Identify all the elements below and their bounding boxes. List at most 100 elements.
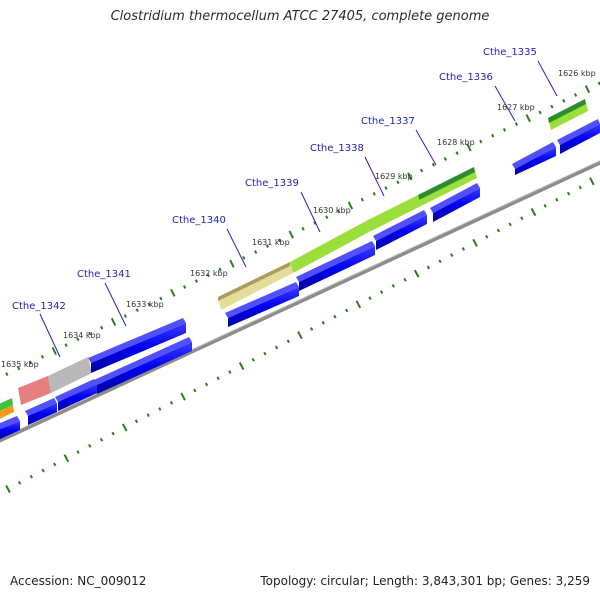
kbp-label: 1634 kbp — [63, 331, 101, 340]
cog-feature-cthe-1335-top[interactable] — [548, 99, 586, 123]
map-title: Clostridium thermocellum ATCC 27405, com… — [110, 9, 490, 24]
tick-mark — [584, 85, 591, 94]
tick-mark — [76, 450, 80, 454]
tick-mark — [491, 133, 495, 138]
cog-feature-edge-orange — [0, 405, 14, 419]
tick-mark — [391, 284, 395, 288]
cds-arrow-lower-7[interactable] — [94, 337, 192, 394]
tick-mark — [265, 244, 270, 249]
tick-mark — [420, 168, 424, 173]
cog-feature-cthe-1342-gray[interactable] — [48, 357, 92, 393]
kbp-label: 1632 kbp — [190, 269, 228, 278]
kbp-labels: 1626 kbp 1627 kbp 1628 kbp 1629 kbp 1630… — [1, 69, 596, 369]
cds-arrow-lower-1[interactable] — [512, 142, 556, 175]
tick-mark — [122, 423, 128, 432]
gene-label-cthe-1341[interactable]: Cthe_1341 — [77, 269, 131, 280]
genome-summary-text: Topology: circular; Length: 3,843,301 bp… — [260, 574, 590, 588]
tick-mark — [347, 201, 354, 210]
tick-mark — [194, 279, 198, 283]
tick-mark — [251, 357, 255, 362]
cog-feature-cthe-1339[interactable] — [290, 221, 369, 273]
tick-mark — [53, 462, 57, 467]
tick-mark — [206, 273, 210, 278]
tick-mark — [134, 419, 139, 424]
tick-mark — [88, 331, 92, 336]
tick-mark — [472, 238, 478, 247]
gene-labels: Cthe_1335 Cthe_1336 Cthe_1337 Cthe_1338 … — [12, 47, 558, 358]
tick-mark — [466, 143, 472, 152]
cog-feature-cthe-1340-edge — [218, 262, 290, 301]
tick-mark — [321, 320, 325, 325]
tick-mark — [333, 314, 337, 319]
tick-mark — [508, 222, 512, 227]
leader-line-cthe-1339 — [300, 191, 321, 233]
cds-arrow-lower-3[interactable] — [430, 183, 480, 222]
tick-mark — [99, 325, 104, 330]
tick-mark — [263, 351, 267, 356]
cog-feature-cthe-1338[interactable] — [366, 195, 421, 232]
gene-label-cthe-1336[interactable]: Cthe_1336 — [439, 72, 493, 83]
tick-mark — [543, 204, 547, 208]
tick-mark — [229, 259, 235, 268]
tick-mark — [274, 345, 279, 350]
gene-label-cthe-1335[interactable]: Cthe_1335 — [483, 47, 537, 58]
tick-mark — [40, 354, 45, 359]
tick-mark — [216, 376, 220, 381]
tick-mark — [455, 151, 459, 156]
tick-mark — [372, 191, 376, 196]
cog-feature-cthe-1340[interactable] — [218, 262, 293, 310]
gene-label-cthe-1342[interactable]: Cthe_1342 — [12, 301, 66, 312]
tick-mark — [228, 370, 232, 374]
tick-mark — [158, 407, 162, 411]
tick-mark — [301, 226, 305, 231]
cds-arrow-lower-6[interactable] — [225, 282, 299, 327]
kbp-label: 1628 kbp — [437, 138, 475, 147]
cog-feature-cthe-1342-pink[interactable] — [18, 376, 51, 405]
tick-mark — [450, 253, 454, 257]
tick-mark — [28, 360, 33, 365]
tick-mark — [360, 197, 364, 202]
tick-mark — [180, 392, 186, 401]
tick-mark — [403, 277, 407, 282]
leader-line-cthe-1342 — [39, 313, 61, 358]
cds-arrow-lower-5[interactable] — [296, 241, 375, 291]
tick-mark — [111, 431, 115, 436]
accession-text: Accession: NC_009012 — [10, 574, 147, 588]
gene-label-cthe-1339[interactable]: Cthe_1339 — [245, 178, 299, 189]
cds-arrow-lower-4[interactable] — [373, 210, 427, 250]
tick-mark — [525, 114, 531, 123]
tick-mark — [242, 255, 246, 260]
cds-arrow-cthe-1341[interactable] — [88, 318, 186, 373]
gene-label-cthe-1338[interactable]: Cthe_1338 — [310, 143, 364, 154]
tick-mark — [254, 250, 258, 254]
tick-mark — [238, 361, 245, 370]
tick-mark — [337, 209, 341, 214]
tick-mark — [380, 290, 384, 294]
tick-mark — [51, 346, 57, 355]
cds-arrow-lower-2[interactable] — [557, 119, 600, 154]
leader-line-cthe-1338 — [364, 156, 385, 197]
tick-mark — [297, 331, 303, 340]
cds-arrow-lower-10[interactable] — [0, 416, 20, 440]
cog-feature-cthe-1337-top[interactable] — [418, 167, 475, 200]
tick-mark — [368, 296, 372, 301]
leader-line-cthe-1337 — [415, 129, 437, 166]
cds-arrow-lower-9[interactable] — [25, 398, 57, 425]
cds-arrow-lower-8[interactable] — [55, 379, 97, 411]
tick-mark — [110, 317, 117, 326]
gene-label-cthe-1337[interactable]: Cthe_1337 — [361, 116, 415, 127]
tick-mark — [396, 180, 400, 185]
tick-mark — [438, 259, 442, 264]
tick-mark — [29, 474, 33, 479]
tick-mark — [479, 139, 483, 144]
tick-mark — [288, 230, 294, 239]
tick-mark — [193, 388, 197, 393]
gene-label-cthe-1340[interactable]: Cthe_1340 — [172, 215, 226, 226]
tick-mark — [182, 285, 187, 289]
kbp-label: 1633 kbp — [126, 300, 164, 309]
kbp-label: 1630 kbp — [313, 206, 351, 215]
cds-features — [0, 119, 600, 440]
tick-mark — [204, 382, 209, 387]
tick-mark — [325, 215, 329, 220]
tick-mark — [310, 327, 314, 331]
